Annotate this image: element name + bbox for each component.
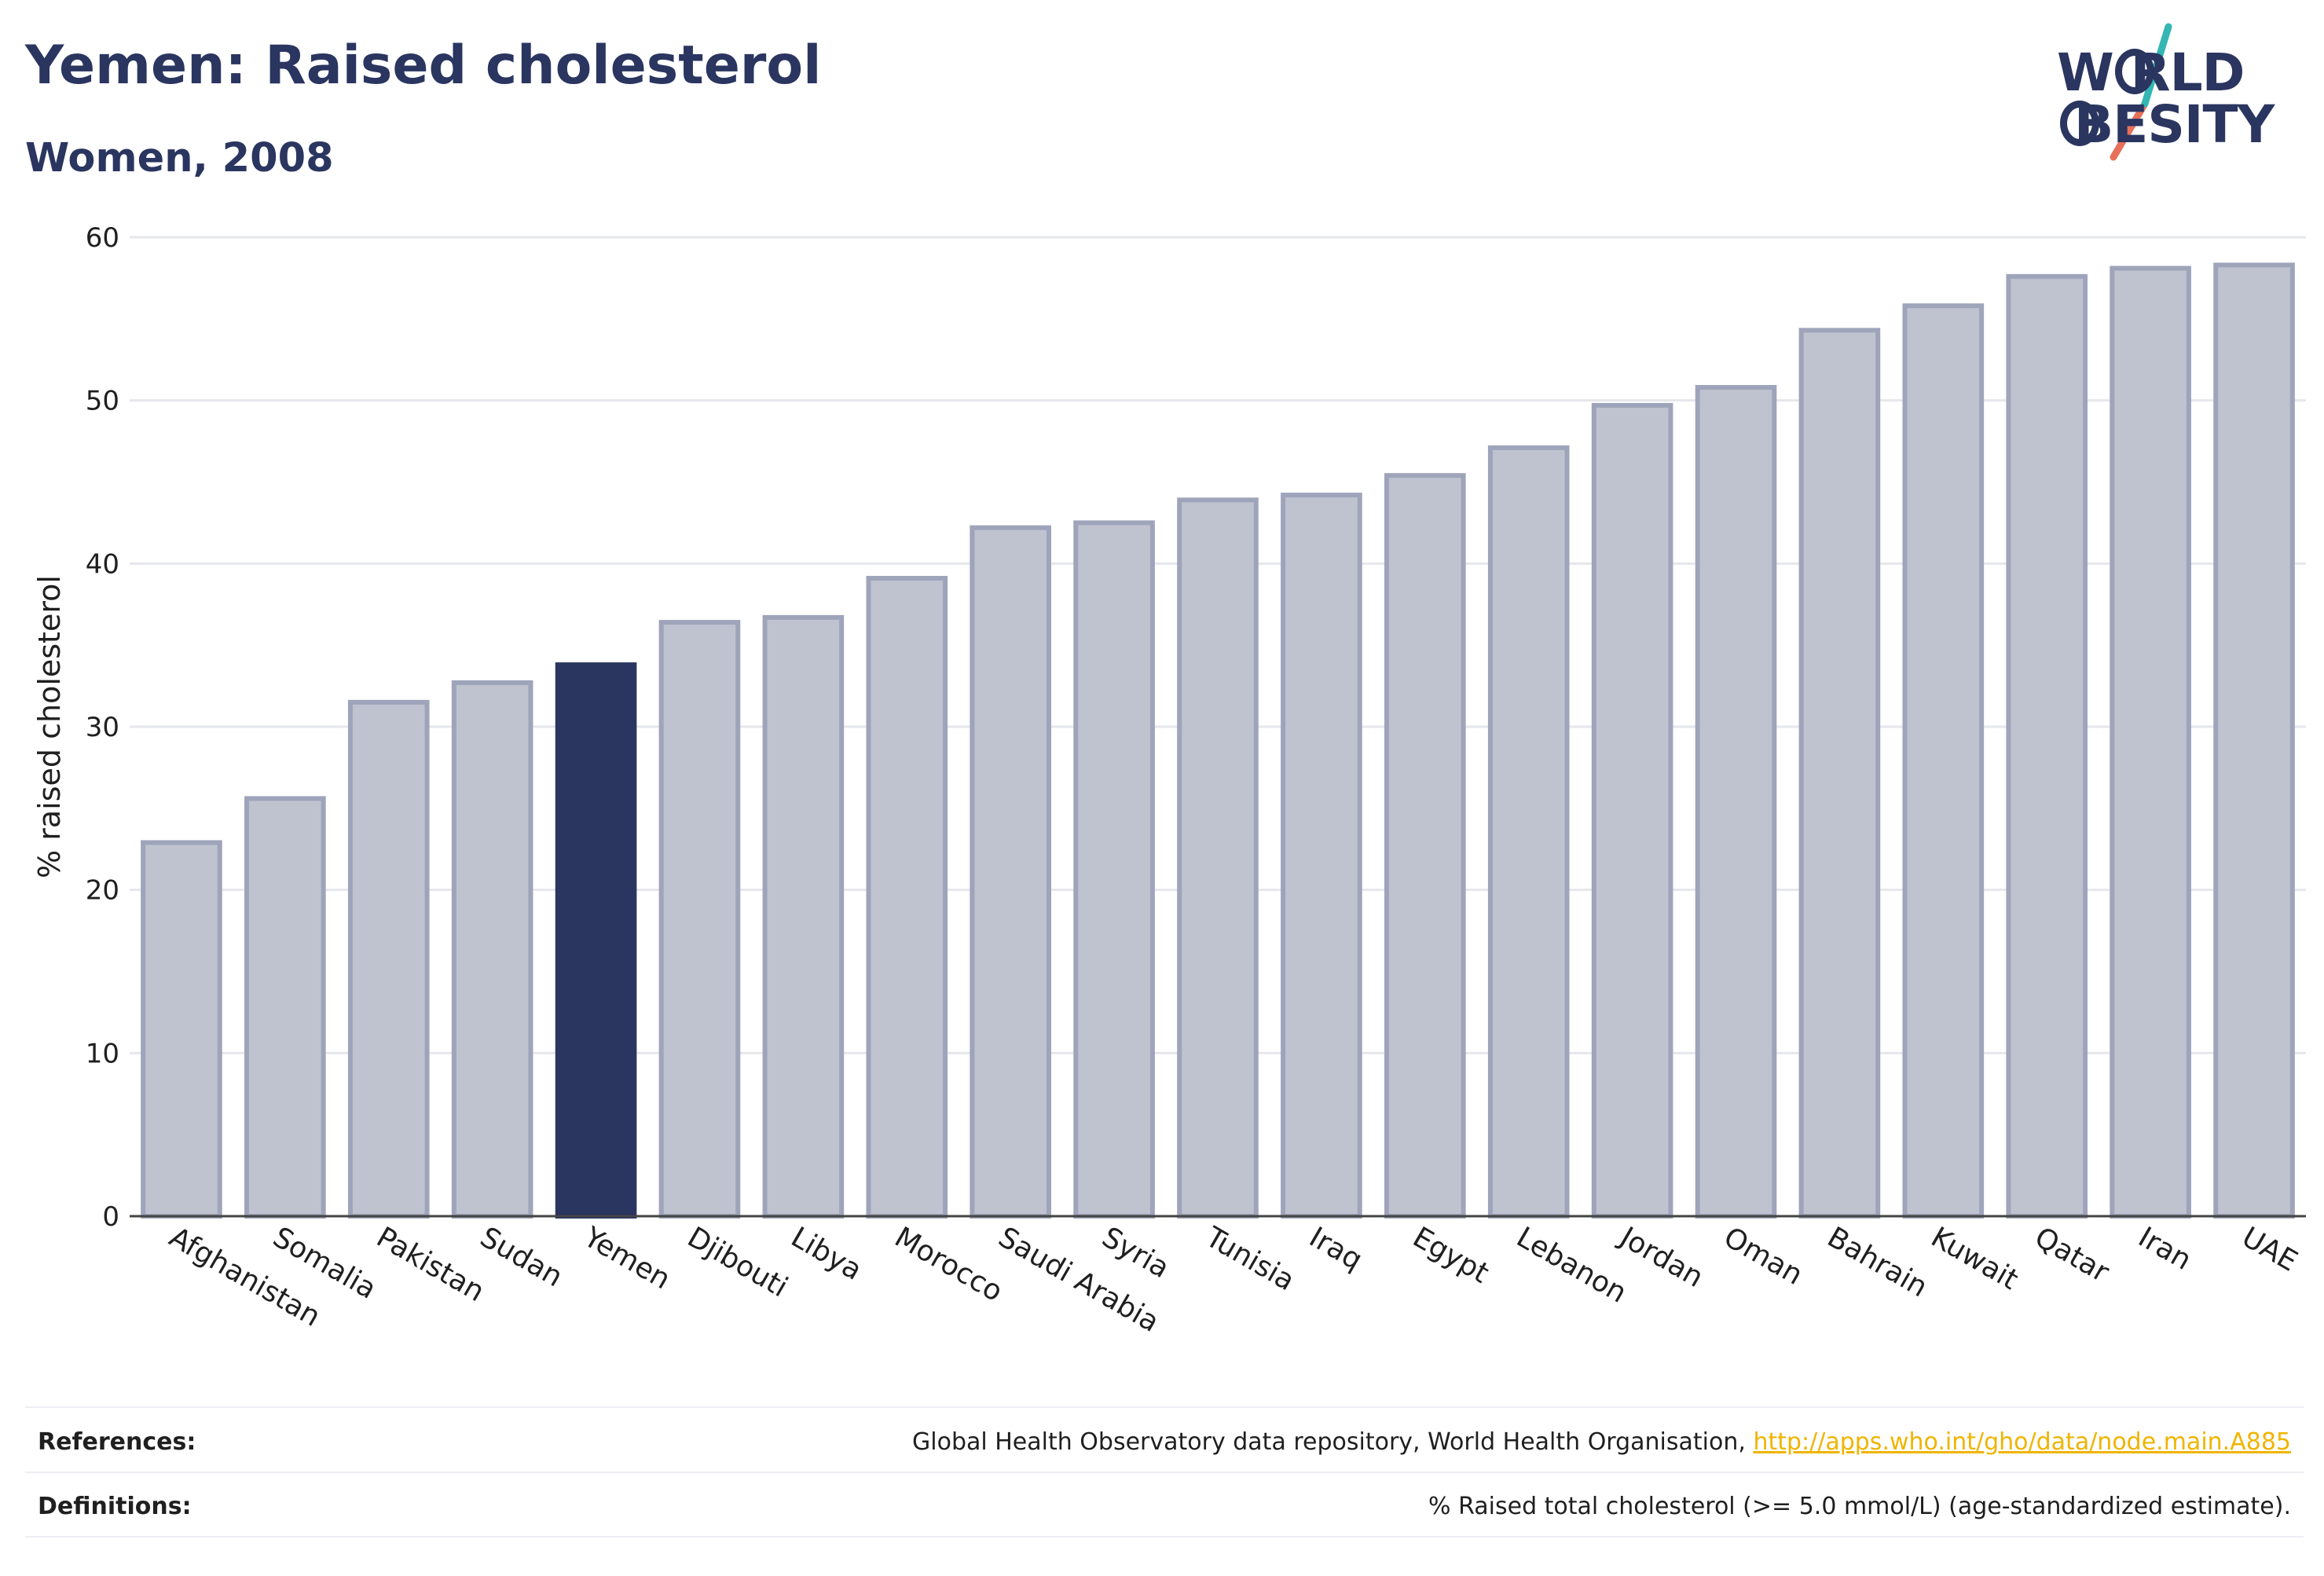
x-tick-label: Qatar [2029, 1221, 2114, 1288]
bar-yemen [555, 662, 637, 1219]
bar-somalia [244, 796, 326, 1219]
x-tick-label: Egypt [1407, 1221, 1494, 1289]
definitions-value: % Raised total cholesterol (>= 5.0 mmol/… [1428, 1493, 2291, 1520]
bar-bahrain [1798, 328, 1881, 1219]
y-tick-label: 50 [86, 386, 119, 417]
x-tick-label: Tunisia [1200, 1221, 1300, 1297]
x-tick-label: Lebanon [1511, 1221, 1632, 1310]
x-tick-label: UAE [2237, 1221, 2303, 1277]
bar-libya [762, 614, 845, 1219]
bar-kuwait [1902, 303, 1985, 1219]
bar-sudan [451, 680, 533, 1219]
footer-divider-top [25, 1406, 2304, 1408]
bar-qatar [2006, 273, 2088, 1219]
bar-djibouti [658, 620, 741, 1219]
references-text: Global Health Observatory data repositor… [912, 1428, 1754, 1456]
definitions-label: Definitions: [38, 1493, 192, 1520]
x-tick-label: Yemen [577, 1221, 676, 1296]
y-tick-label: 20 [86, 875, 119, 907]
references-label: References: [38, 1428, 196, 1456]
bar-saudi-arabia [970, 525, 1051, 1219]
x-tick-label: Iran [2133, 1221, 2197, 1277]
bars [141, 262, 2295, 1219]
bar-pakistan [347, 699, 430, 1219]
bar-oman [1695, 385, 1777, 1219]
y-axis-label: % raised cholesterol [32, 575, 67, 878]
chart-title: Yemen: Raised cholesterol [25, 35, 822, 97]
bar-egypt [1384, 473, 1466, 1219]
world-obesity-logo: W RLD BESITY [2043, 16, 2310, 173]
y-tick-labels: 0 10 20 30 40 50 60 [86, 222, 119, 1233]
bar-iraq [1281, 493, 1362, 1219]
bar-morocco [866, 576, 948, 1219]
logo-line-obesity: BESITY [2074, 94, 2275, 155]
logo-o-ring-2 [2060, 101, 2099, 146]
x-tick-label: Oman [1718, 1221, 1808, 1292]
y-tick-label: 10 [86, 1038, 119, 1069]
y-tick-label: 30 [86, 712, 119, 743]
bar-tunisia [1177, 497, 1259, 1219]
references-value: Global Health Observatory data repositor… [912, 1428, 2291, 1456]
x-tick-label: Djibouti [682, 1221, 793, 1303]
bar-uae [2213, 262, 2295, 1219]
bar-syria [1073, 520, 1155, 1219]
x-tick-label: Libya [786, 1221, 867, 1287]
bar-iran [2110, 266, 2191, 1219]
logo-o-ring [2115, 49, 2154, 94]
x-tick-label: Bahrain [1822, 1221, 1933, 1303]
x-tick-label: Kuwait [1926, 1221, 2024, 1296]
x-tick-label: Syria [1097, 1221, 1175, 1285]
y-tick-label: 40 [86, 548, 119, 580]
x-tick-label: Morocco [889, 1221, 1008, 1308]
bar-chart: 0 10 20 30 40 50 60 AfghanistanSomaliaPakistan… [32, 222, 2306, 1339]
bar-afghanistan [141, 840, 222, 1219]
footer-divider-bottom [25, 1536, 2304, 1538]
x-tick-label: Pakistan [371, 1221, 489, 1308]
bar-lebanon [1487, 445, 1570, 1219]
chart-subtitle: Women, 2008 [25, 135, 334, 181]
references-link[interactable]: http://apps.who.int/gho/data/node.main.A… [1753, 1428, 2291, 1456]
x-tick-label: Iraq [1303, 1221, 1367, 1277]
footer-divider-middle [25, 1472, 2304, 1473]
logo-mark-icon [2110, 23, 2172, 161]
x-tick-label: Sudan [475, 1221, 568, 1293]
y-tick-label: 60 [86, 222, 119, 254]
y-tick-label: 0 [102, 1201, 119, 1233]
bar-jordan [1591, 402, 1673, 1219]
